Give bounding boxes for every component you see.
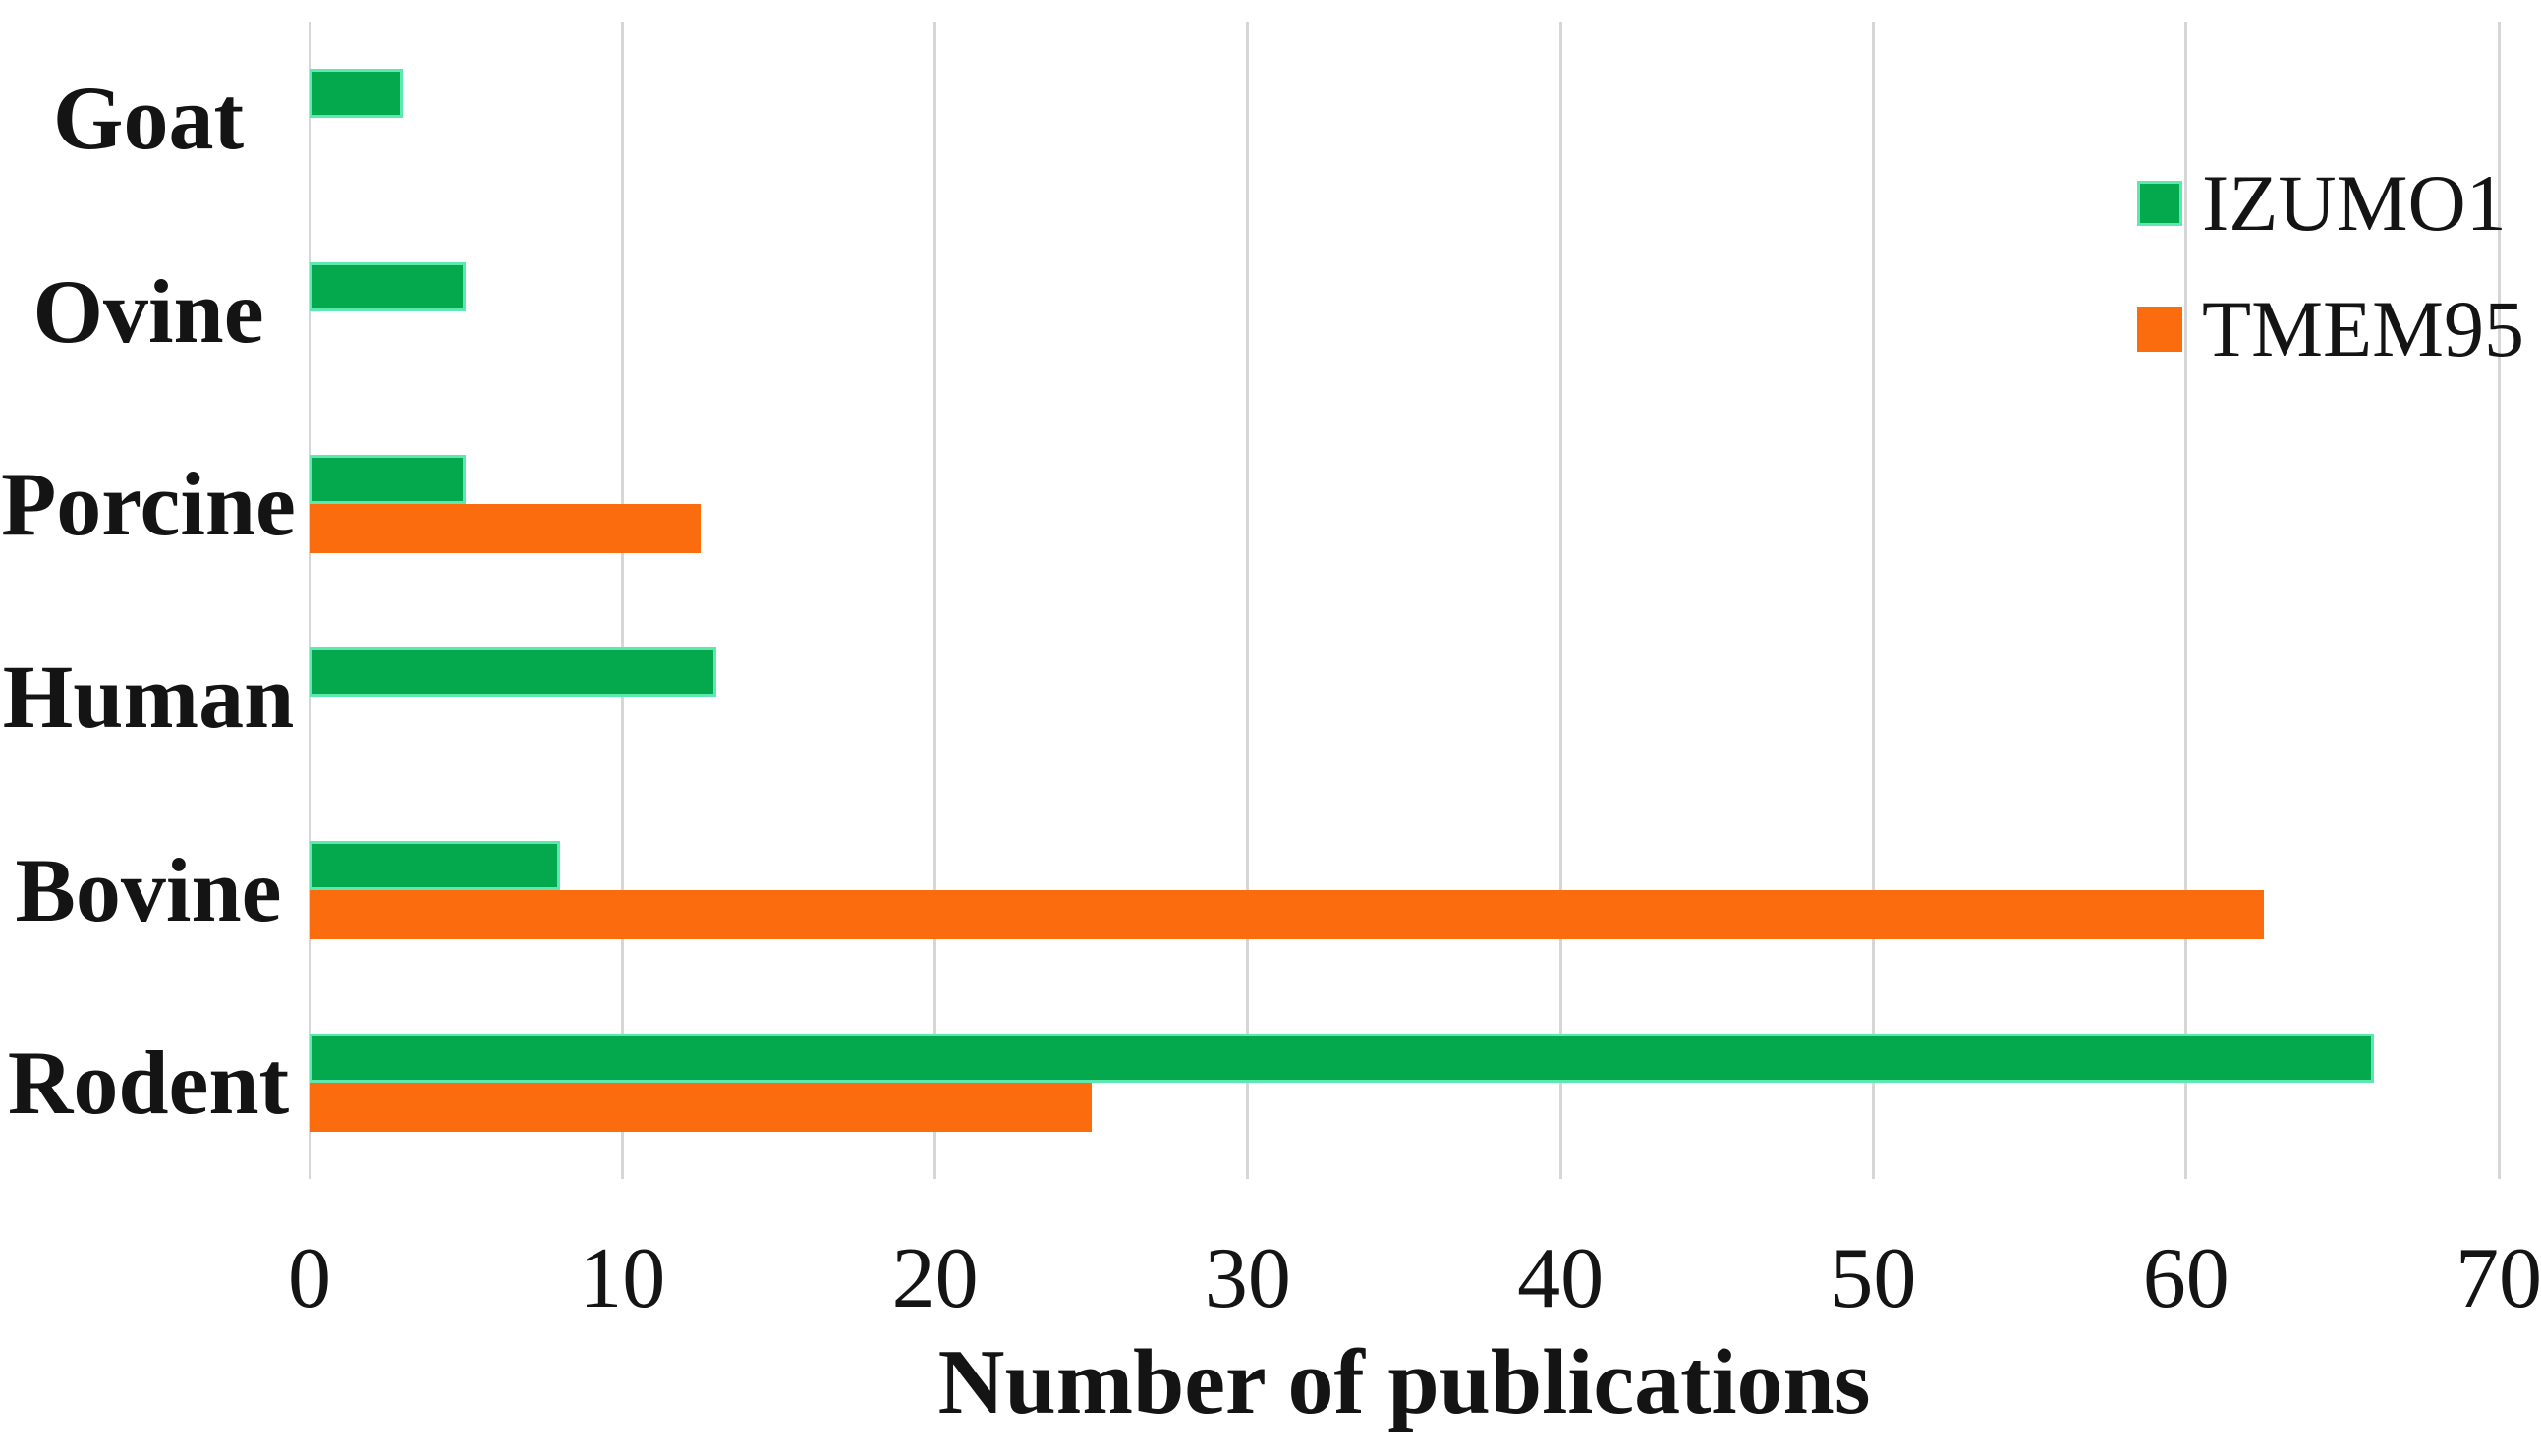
bar-porcine-izumo1 — [310, 454, 467, 504]
legend-item-tmem95: TMEM95 — [2137, 289, 2524, 369]
bar-rodent-tmem95 — [310, 1082, 1092, 1132]
bar-goat-izumo1 — [310, 69, 404, 119]
bar-bovine-tmem95 — [310, 889, 2265, 939]
x-tick-0: 0 — [288, 1231, 331, 1326]
gridline-60 — [2184, 22, 2188, 1179]
category-label-bovine: Bovine — [15, 839, 282, 940]
gridline-10 — [620, 22, 624, 1179]
x-tick-30: 30 — [1204, 1231, 1291, 1326]
x-tick-50: 50 — [1830, 1231, 1917, 1326]
x-axis-title: Number of publications — [937, 1331, 1871, 1433]
x-tick-40: 40 — [1517, 1231, 1605, 1326]
bar-human-izumo1 — [310, 647, 716, 698]
category-label-human: Human — [2, 646, 295, 748]
x-tick-70: 70 — [2456, 1231, 2541, 1326]
izumo1-swatch-icon — [2137, 181, 2182, 226]
gridline-50 — [1871, 22, 1875, 1179]
bar-rodent-izumo1 — [310, 1033, 2374, 1083]
gridline-20 — [933, 22, 937, 1179]
legend-label-tmem95: TMEM95 — [2202, 284, 2524, 373]
plot-area — [308, 22, 2501, 1179]
gridline-30 — [1246, 22, 1250, 1179]
legend-item-izumo1: IZUMO1 — [2137, 163, 2524, 244]
x-tick-10: 10 — [579, 1231, 666, 1326]
legend: IZUMO1 TMEM95 — [2137, 163, 2524, 369]
legend-label-izumo1: IZUMO1 — [2202, 158, 2507, 248]
x-tick-20: 20 — [891, 1231, 979, 1326]
bar-porcine-tmem95 — [310, 503, 701, 553]
x-tick-60: 60 — [2142, 1231, 2230, 1326]
category-label-goat: Goat — [52, 68, 245, 169]
category-label-ovine: Ovine — [32, 260, 264, 362]
tmem95-swatch-icon — [2137, 307, 2182, 352]
category-label-porcine: Porcine — [1, 453, 296, 554]
category-label-rodent: Rodent — [7, 1032, 290, 1133]
bar-ovine-izumo1 — [310, 261, 467, 311]
gridline-40 — [1558, 22, 1562, 1179]
gridline-0 — [308, 22, 311, 1179]
gridline-70 — [2497, 22, 2501, 1179]
bar-bovine-izumo1 — [310, 840, 560, 890]
